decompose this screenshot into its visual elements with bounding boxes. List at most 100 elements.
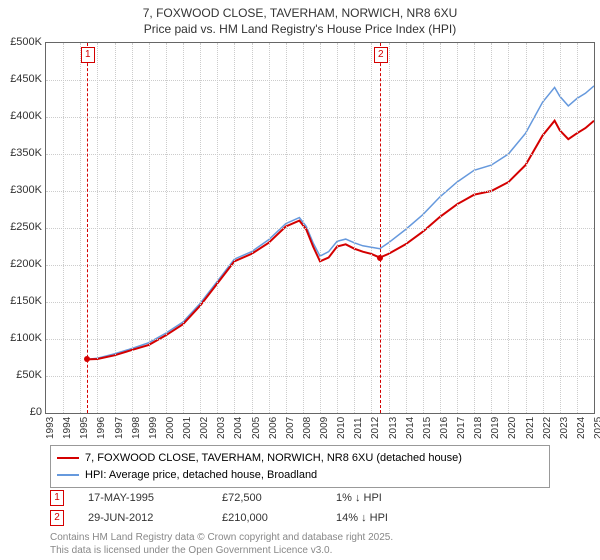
y-tick-label: £400K	[10, 110, 42, 122]
marker-table-row: 2 29-JUN-2012 £210,000 14% ↓ HPI	[50, 508, 388, 528]
legend-label: HPI: Average price, detached house, Broa…	[85, 467, 317, 484]
x-tick-label: 2009	[319, 417, 330, 439]
x-tick-label: 2016	[439, 417, 450, 439]
x-tick-label: 1996	[96, 417, 107, 439]
grid-line-v	[389, 43, 390, 413]
chart-area: £0£50K£100K£150K£200K£250K£300K£350K£400…	[0, 42, 600, 442]
x-tick-label: 2014	[405, 417, 416, 439]
grid-line-v	[440, 43, 441, 413]
y-tick-label: £350K	[10, 147, 42, 159]
y-tick-label: £450K	[10, 73, 42, 85]
grid-line-v	[543, 43, 544, 413]
marker-date: 29-JUN-2012	[88, 512, 198, 524]
y-tick-label: £250K	[10, 221, 42, 233]
legend-row: 7, FOXWOOD CLOSE, TAVERHAM, NORWICH, NR8…	[57, 450, 543, 467]
y-tick-label: £300K	[10, 184, 42, 196]
marker-price: £72,500	[222, 492, 312, 504]
grid-line-v	[337, 43, 338, 413]
title-line-1: 7, FOXWOOD CLOSE, TAVERHAM, NORWICH, NR8…	[0, 6, 600, 22]
footer-line-1: Contains HM Land Registry data © Crown c…	[50, 532, 393, 545]
x-tick-label: 2012	[370, 417, 381, 439]
grid-line-v	[63, 43, 64, 413]
legend-row: HPI: Average price, detached house, Broa…	[57, 467, 543, 484]
grid-line-v	[80, 43, 81, 413]
series-line-hpi	[87, 86, 594, 360]
grid-line-v	[423, 43, 424, 413]
legend-swatch	[57, 457, 79, 459]
x-tick-label: 2013	[388, 417, 399, 439]
chart-container: 7, FOXWOOD CLOSE, TAVERHAM, NORWICH, NR8…	[0, 0, 600, 560]
x-tick-label: 2022	[542, 417, 553, 439]
sale-marker-dot	[84, 356, 90, 362]
x-tick-label: 2017	[456, 417, 467, 439]
x-tick-label: 1994	[62, 417, 73, 439]
marker-delta: 14% ↓ HPI	[336, 512, 388, 524]
grid-line-v	[406, 43, 407, 413]
sale-marker-line	[380, 43, 381, 413]
grid-line-v	[560, 43, 561, 413]
legend-label: 7, FOXWOOD CLOSE, TAVERHAM, NORWICH, NR8…	[85, 450, 462, 467]
marker-delta: 1% ↓ HPI	[336, 492, 382, 504]
footer-line-2: This data is licensed under the Open Gov…	[50, 545, 393, 558]
marker-date: 17-MAY-1995	[88, 492, 198, 504]
grid-line-v	[183, 43, 184, 413]
x-tick-label: 2008	[302, 417, 313, 439]
grid-line-v	[577, 43, 578, 413]
x-tick-label: 2001	[182, 417, 193, 439]
y-tick-label: £0	[30, 406, 42, 418]
grid-line-v	[474, 43, 475, 413]
chart-title: 7, FOXWOOD CLOSE, TAVERHAM, NORWICH, NR8…	[0, 0, 600, 37]
footer-attribution: Contains HM Land Registry data © Crown c…	[50, 532, 393, 557]
x-axis-labels: 1993 1994 1995 1996 1997 1998 1999 2000 2001 2002…	[45, 414, 593, 442]
y-tick-label: £200K	[10, 258, 42, 270]
sale-marker-box: 2	[374, 47, 388, 63]
x-tick-label: 2002	[199, 417, 210, 439]
markers-table: 117-MAY-1995£72,5001% ↓ HPI229-JUN-2012£…	[50, 488, 388, 528]
x-tick-label: 2024	[576, 417, 587, 439]
y-tick-label: £500K	[10, 36, 42, 48]
grid-line-v	[286, 43, 287, 413]
title-line-2: Price paid vs. HM Land Registry's House …	[0, 22, 600, 38]
x-tick-label: 2023	[559, 417, 570, 439]
grid-line-v	[371, 43, 372, 413]
grid-line-v	[508, 43, 509, 413]
y-tick-label: £100K	[10, 332, 42, 344]
grid-line-v	[320, 43, 321, 413]
grid-line-v	[149, 43, 150, 413]
grid-line-v	[115, 43, 116, 413]
grid-line-v	[200, 43, 201, 413]
marker-table-row: 117-MAY-1995£72,5001% ↓ HPI	[50, 488, 388, 508]
y-tick-label: £150K	[10, 295, 42, 307]
legend-box: 7, FOXWOOD CLOSE, TAVERHAM, NORWICH, NR8…	[50, 445, 550, 488]
x-tick-label: 2025	[593, 417, 600, 439]
x-tick-label: 2020	[507, 417, 518, 439]
x-tick-label: 1997	[114, 417, 125, 439]
x-tick-label: 1998	[131, 417, 142, 439]
grid-line-v	[303, 43, 304, 413]
x-tick-label: 2006	[268, 417, 279, 439]
x-tick-label: 2018	[473, 417, 484, 439]
x-tick-label: 2011	[353, 417, 364, 439]
x-tick-label: 1993	[45, 417, 56, 439]
legend-swatch	[57, 474, 79, 476]
grid-line-v	[526, 43, 527, 413]
x-tick-label: 2019	[490, 417, 501, 439]
x-tick-label: 2003	[216, 417, 227, 439]
grid-line-v	[457, 43, 458, 413]
x-tick-label: 2000	[165, 417, 176, 439]
grid-line-v	[132, 43, 133, 413]
x-tick-label: 2021	[525, 417, 536, 439]
y-axis-labels: £0£50K£100K£150K£200K£250K£300K£350K£400…	[0, 42, 42, 412]
plot-area: 12	[45, 42, 595, 414]
grid-line-v	[252, 43, 253, 413]
marker-price: £210,000	[222, 512, 312, 524]
grid-line-v	[354, 43, 355, 413]
grid-line-v	[491, 43, 492, 413]
x-tick-label: 1999	[148, 417, 159, 439]
marker-table-box: 2	[50, 510, 64, 526]
sale-marker-box: 1	[81, 47, 95, 63]
grid-line-v	[234, 43, 235, 413]
x-tick-label: 2004	[233, 417, 244, 439]
x-tick-label: 1995	[79, 417, 90, 439]
grid-line-v	[97, 43, 98, 413]
